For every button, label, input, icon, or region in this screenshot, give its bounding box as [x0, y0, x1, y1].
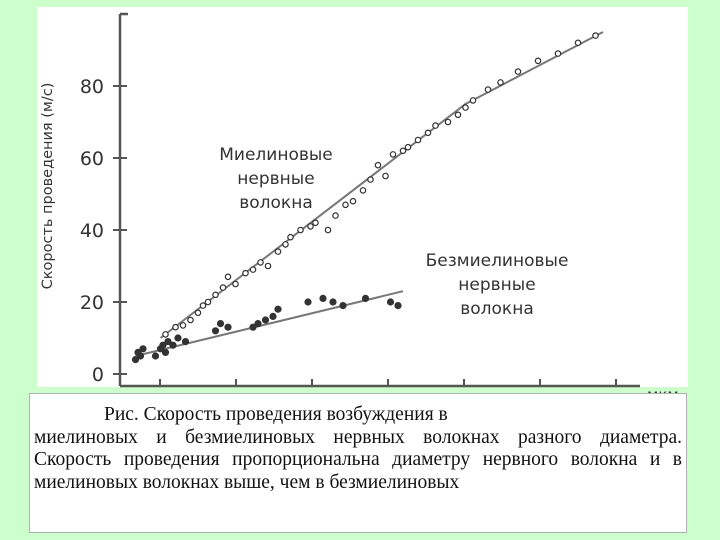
myelinated-point — [359, 187, 367, 194]
myelinated-point — [332, 212, 339, 219]
myelinated-point — [514, 68, 522, 75]
myelinated-point — [212, 291, 219, 299]
myelinated-point — [534, 57, 542, 65]
unmyelinated-point — [274, 305, 282, 313]
myelinated-point — [287, 233, 294, 241]
myelinated-label-line-2: нервные — [237, 169, 314, 189]
y-tick-label: 20 — [80, 292, 104, 314]
unmyelinated-label-line-1: Безмиелиновые — [426, 251, 569, 271]
unmyelinated-point — [394, 302, 402, 310]
myelinated-point — [592, 32, 599, 39]
myelinated-point — [324, 226, 332, 234]
myelinated-point — [274, 248, 282, 255]
myelinated-point — [374, 161, 382, 169]
unmyelinated-point — [224, 323, 232, 331]
myelinated-point — [432, 122, 439, 129]
unmyelinated-point — [174, 334, 182, 342]
myelinated-point — [204, 298, 212, 306]
unmyelinated-point — [161, 348, 170, 356]
myelinated-label-line-3: волокна — [239, 193, 313, 213]
myelinated-point — [574, 39, 582, 47]
fit-line — [159, 31, 604, 339]
unmyelinated-point — [151, 352, 160, 360]
data-points — [131, 32, 599, 364]
unmyelinated-point — [304, 298, 312, 306]
unmyelinated-point — [254, 320, 262, 328]
myelinated-point — [424, 129, 432, 137]
myelinated-point — [242, 269, 249, 277]
myelinated-point — [194, 309, 202, 317]
unmyelinated-point — [211, 327, 220, 335]
myelinated-point — [257, 259, 264, 266]
myelinated-point — [399, 147, 407, 155]
myelinated-point — [404, 143, 412, 151]
y-tick-label: 40 — [80, 220, 104, 242]
unmyelinated-point — [249, 323, 257, 331]
caption-title: Рис. Скорость проведения возбуждения в — [104, 404, 448, 425]
caption-body: миелиновых и безмиелиновых нервных волок… — [34, 426, 682, 493]
unmyelinated-point — [339, 302, 347, 310]
myelinated-point — [297, 226, 304, 234]
unmyelinated-point — [386, 298, 395, 306]
myelinated-point — [187, 316, 194, 324]
myelinated-point — [179, 322, 187, 329]
unmyelinated-point — [216, 320, 225, 328]
myelinated-point — [282, 241, 289, 248]
unmyelinated-point — [181, 338, 190, 346]
series-labels: Миелиновые нервные волокна Безмиелиновые нер… — [219, 145, 568, 319]
myelinated-point — [312, 219, 319, 227]
myelinated-point — [484, 86, 492, 93]
myelinated-point — [224, 273, 232, 281]
myelinated-point — [444, 118, 452, 126]
myelinated-point — [462, 104, 469, 111]
myelinated-point — [382, 172, 389, 180]
unmyelinated-point — [169, 341, 177, 349]
myelinated-point — [367, 176, 374, 183]
unmyelinated-point — [269, 312, 277, 320]
myelinated-point — [219, 284, 227, 291]
myelinated-point — [349, 197, 357, 205]
myelinated-point — [554, 50, 562, 57]
myelinated-point — [469, 97, 477, 104]
myelinated-point — [199, 302, 207, 309]
unmyelinated-point — [139, 345, 147, 353]
myelinated-label-line-1: Миелиновые — [219, 145, 333, 165]
figure-caption: Рис. Скорость проведения возбуждения в м… — [29, 393, 687, 533]
myelinated-point — [497, 79, 504, 86]
unmyelinated-point — [136, 352, 145, 360]
y-tick-label: 60 — [80, 148, 104, 170]
y-tick-label: 0 — [92, 364, 104, 386]
y-tick-label: 80 — [80, 76, 104, 98]
unmyelinated-point — [361, 294, 370, 302]
myelinated-point — [454, 111, 462, 119]
unmyelinated-label-line-2: нервные — [458, 275, 535, 295]
unmyelinated-point — [159, 341, 167, 349]
unmyelinated-point — [319, 294, 327, 302]
y-axis-label: Скорость проведения (м/с) — [40, 83, 56, 290]
myelinated-point — [172, 323, 179, 331]
unmyelinated-point — [261, 316, 270, 324]
myelinated-point — [389, 151, 397, 158]
myelinated-point — [162, 331, 169, 338]
myelinated-point — [342, 201, 349, 209]
myelinated-point — [232, 280, 239, 288]
unmyelinated-point — [329, 298, 337, 306]
chart-frame — [37, 7, 688, 387]
unmyelinated-point — [164, 338, 172, 346]
fit-line — [135, 290, 404, 357]
myelinated-point — [307, 223, 314, 230]
myelinated-point — [249, 266, 257, 273]
myelinated-point — [264, 262, 272, 270]
unmyelinated-point — [131, 356, 140, 364]
myelinated-point — [414, 136, 422, 144]
unmyelinated-label-line-3: волокна — [460, 299, 534, 319]
